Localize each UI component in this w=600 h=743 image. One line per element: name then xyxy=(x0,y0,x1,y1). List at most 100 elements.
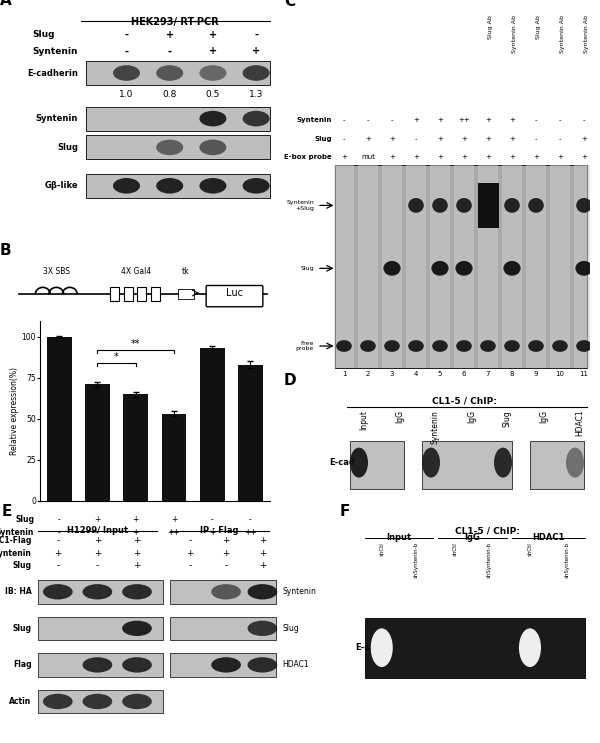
Ellipse shape xyxy=(528,340,544,352)
Bar xyxy=(334,165,354,369)
Text: E-cadherin: E-cadherin xyxy=(27,68,78,77)
Text: A: A xyxy=(0,0,11,8)
Text: +: + xyxy=(223,548,230,557)
Text: Syntenin: Syntenin xyxy=(282,587,316,597)
Text: -: - xyxy=(188,536,191,545)
Ellipse shape xyxy=(43,694,73,709)
Text: +: + xyxy=(461,155,467,160)
Bar xyxy=(110,288,119,301)
Text: -: - xyxy=(343,117,345,123)
Text: -: - xyxy=(535,117,537,123)
Text: Slug: Slug xyxy=(282,624,299,633)
Text: -: - xyxy=(125,30,128,39)
Ellipse shape xyxy=(455,261,473,276)
Ellipse shape xyxy=(211,658,241,672)
Ellipse shape xyxy=(43,584,73,600)
Text: +: + xyxy=(166,30,174,39)
Ellipse shape xyxy=(408,198,424,212)
Bar xyxy=(335,165,587,369)
Bar xyxy=(574,165,594,369)
Text: Slug: Slug xyxy=(314,136,332,142)
Bar xyxy=(38,653,163,677)
Text: Syntenin Ab: Syntenin Ab xyxy=(560,15,565,53)
Ellipse shape xyxy=(113,178,140,194)
Text: CL1-5 / ChIP:: CL1-5 / ChIP: xyxy=(455,526,520,535)
Bar xyxy=(86,135,269,160)
Text: B: B xyxy=(0,243,11,258)
Text: 3: 3 xyxy=(390,372,394,377)
Text: Slug: Slug xyxy=(57,143,78,152)
Bar xyxy=(170,653,275,677)
Text: 0.5: 0.5 xyxy=(206,90,220,99)
Text: -: - xyxy=(535,136,537,142)
Text: -: - xyxy=(391,117,393,123)
Ellipse shape xyxy=(350,447,368,478)
Ellipse shape xyxy=(408,340,424,352)
Ellipse shape xyxy=(122,584,152,600)
Bar xyxy=(170,617,275,640)
Text: +: + xyxy=(509,117,515,123)
Text: +: + xyxy=(581,136,587,142)
Bar xyxy=(86,61,269,85)
Text: -: - xyxy=(168,46,172,56)
Ellipse shape xyxy=(456,198,472,212)
Text: 9: 9 xyxy=(534,372,538,377)
Bar xyxy=(38,617,163,640)
Text: +: + xyxy=(437,155,443,160)
Ellipse shape xyxy=(122,620,152,636)
Text: +: + xyxy=(413,155,419,160)
Text: 0.8: 0.8 xyxy=(163,90,177,99)
Ellipse shape xyxy=(566,447,584,478)
Text: +: + xyxy=(557,155,563,160)
Text: +: + xyxy=(389,136,395,142)
Ellipse shape xyxy=(199,65,226,81)
Text: Syntenin: Syntenin xyxy=(32,47,77,56)
Text: shSyntenin-b: shSyntenin-b xyxy=(487,542,492,579)
FancyBboxPatch shape xyxy=(206,285,263,307)
Text: +: + xyxy=(259,562,266,571)
Text: 1: 1 xyxy=(342,372,346,377)
Ellipse shape xyxy=(156,140,183,155)
Text: Slug: Slug xyxy=(32,30,55,39)
Text: Slug Ab: Slug Ab xyxy=(536,15,541,39)
Text: E-box probe: E-box probe xyxy=(284,155,332,160)
Bar xyxy=(365,617,585,678)
Text: 2: 2 xyxy=(366,372,370,377)
Ellipse shape xyxy=(504,340,520,352)
Bar xyxy=(530,441,584,489)
Text: -: - xyxy=(188,562,191,571)
Ellipse shape xyxy=(248,620,277,636)
Ellipse shape xyxy=(113,65,140,81)
Ellipse shape xyxy=(83,658,112,672)
Text: E-cad: E-cad xyxy=(355,643,380,652)
Text: D: D xyxy=(284,373,296,388)
Text: -: - xyxy=(254,30,258,39)
Ellipse shape xyxy=(383,261,401,276)
Text: shSyntenin-b: shSyntenin-b xyxy=(564,542,569,579)
Bar xyxy=(430,165,450,369)
Text: H1299/ Input: H1299/ Input xyxy=(67,526,128,535)
Ellipse shape xyxy=(422,447,440,478)
Ellipse shape xyxy=(480,340,496,352)
Ellipse shape xyxy=(494,447,512,478)
Text: Syntenin
+Slug: Syntenin +Slug xyxy=(286,200,314,211)
Text: +: + xyxy=(413,117,419,123)
Ellipse shape xyxy=(248,658,277,672)
Text: -: - xyxy=(367,117,369,123)
Text: -: - xyxy=(415,136,417,142)
Text: IgG: IgG xyxy=(467,410,476,423)
Text: +: + xyxy=(365,136,371,142)
Text: 10: 10 xyxy=(556,372,565,377)
Text: HEK293/ RT-PCR: HEK293/ RT-PCR xyxy=(131,16,219,27)
Ellipse shape xyxy=(336,340,352,352)
Text: +: + xyxy=(252,46,260,56)
Ellipse shape xyxy=(83,694,112,709)
Bar xyxy=(358,165,378,369)
Text: Syntenin: Syntenin xyxy=(431,410,440,444)
Ellipse shape xyxy=(122,694,152,709)
Bar xyxy=(478,184,499,227)
Ellipse shape xyxy=(456,340,472,352)
Ellipse shape xyxy=(576,340,592,352)
Bar xyxy=(454,165,474,369)
Text: +: + xyxy=(485,136,491,142)
